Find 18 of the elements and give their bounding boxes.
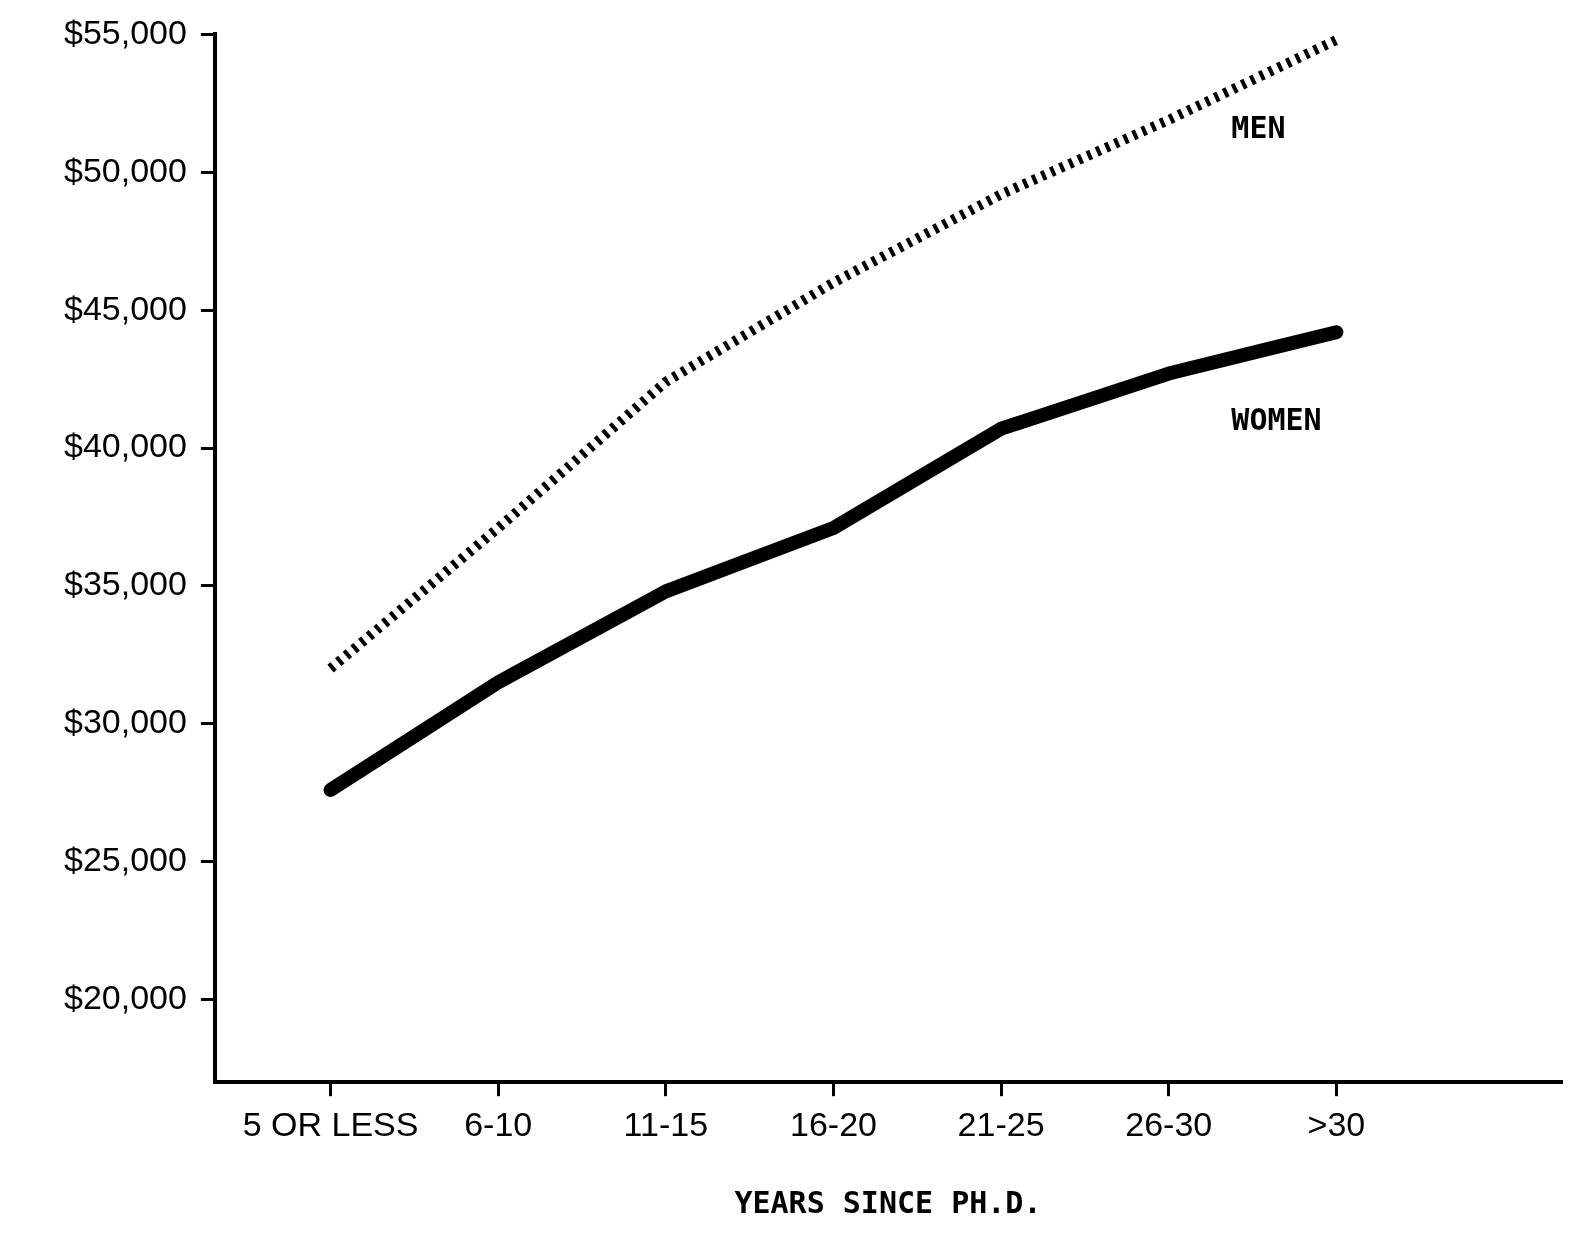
y-tick-label: $35,000 (64, 564, 187, 603)
series-label: MEN (1231, 109, 1286, 145)
y-tick-label: $20,000 (64, 977, 187, 1016)
y-tick-label: $25,000 (64, 839, 187, 878)
x-tick-label: 11-15 (623, 1104, 709, 1143)
x-tick-label: 16-20 (789, 1104, 877, 1143)
x-tick-label: 6-10 (464, 1104, 533, 1143)
x-axis-title: YEARS SINCE PH.D. (734, 1184, 1042, 1220)
y-tick-label: $45,000 (64, 288, 187, 327)
y-tick-label: $50,000 (64, 150, 187, 189)
x-tick-label: 5 OR LESS (242, 1104, 419, 1143)
x-tick-label: 21-25 (957, 1104, 1045, 1143)
y-tick-label: $30,000 (64, 702, 187, 741)
x-tick-label: 26-30 (1125, 1104, 1213, 1143)
y-tick-label: $55,000 (64, 12, 187, 51)
x-tick-label: >30 (1307, 1104, 1366, 1143)
series-label: WOMEN (1231, 401, 1322, 437)
y-tick-label: $40,000 (64, 426, 187, 465)
